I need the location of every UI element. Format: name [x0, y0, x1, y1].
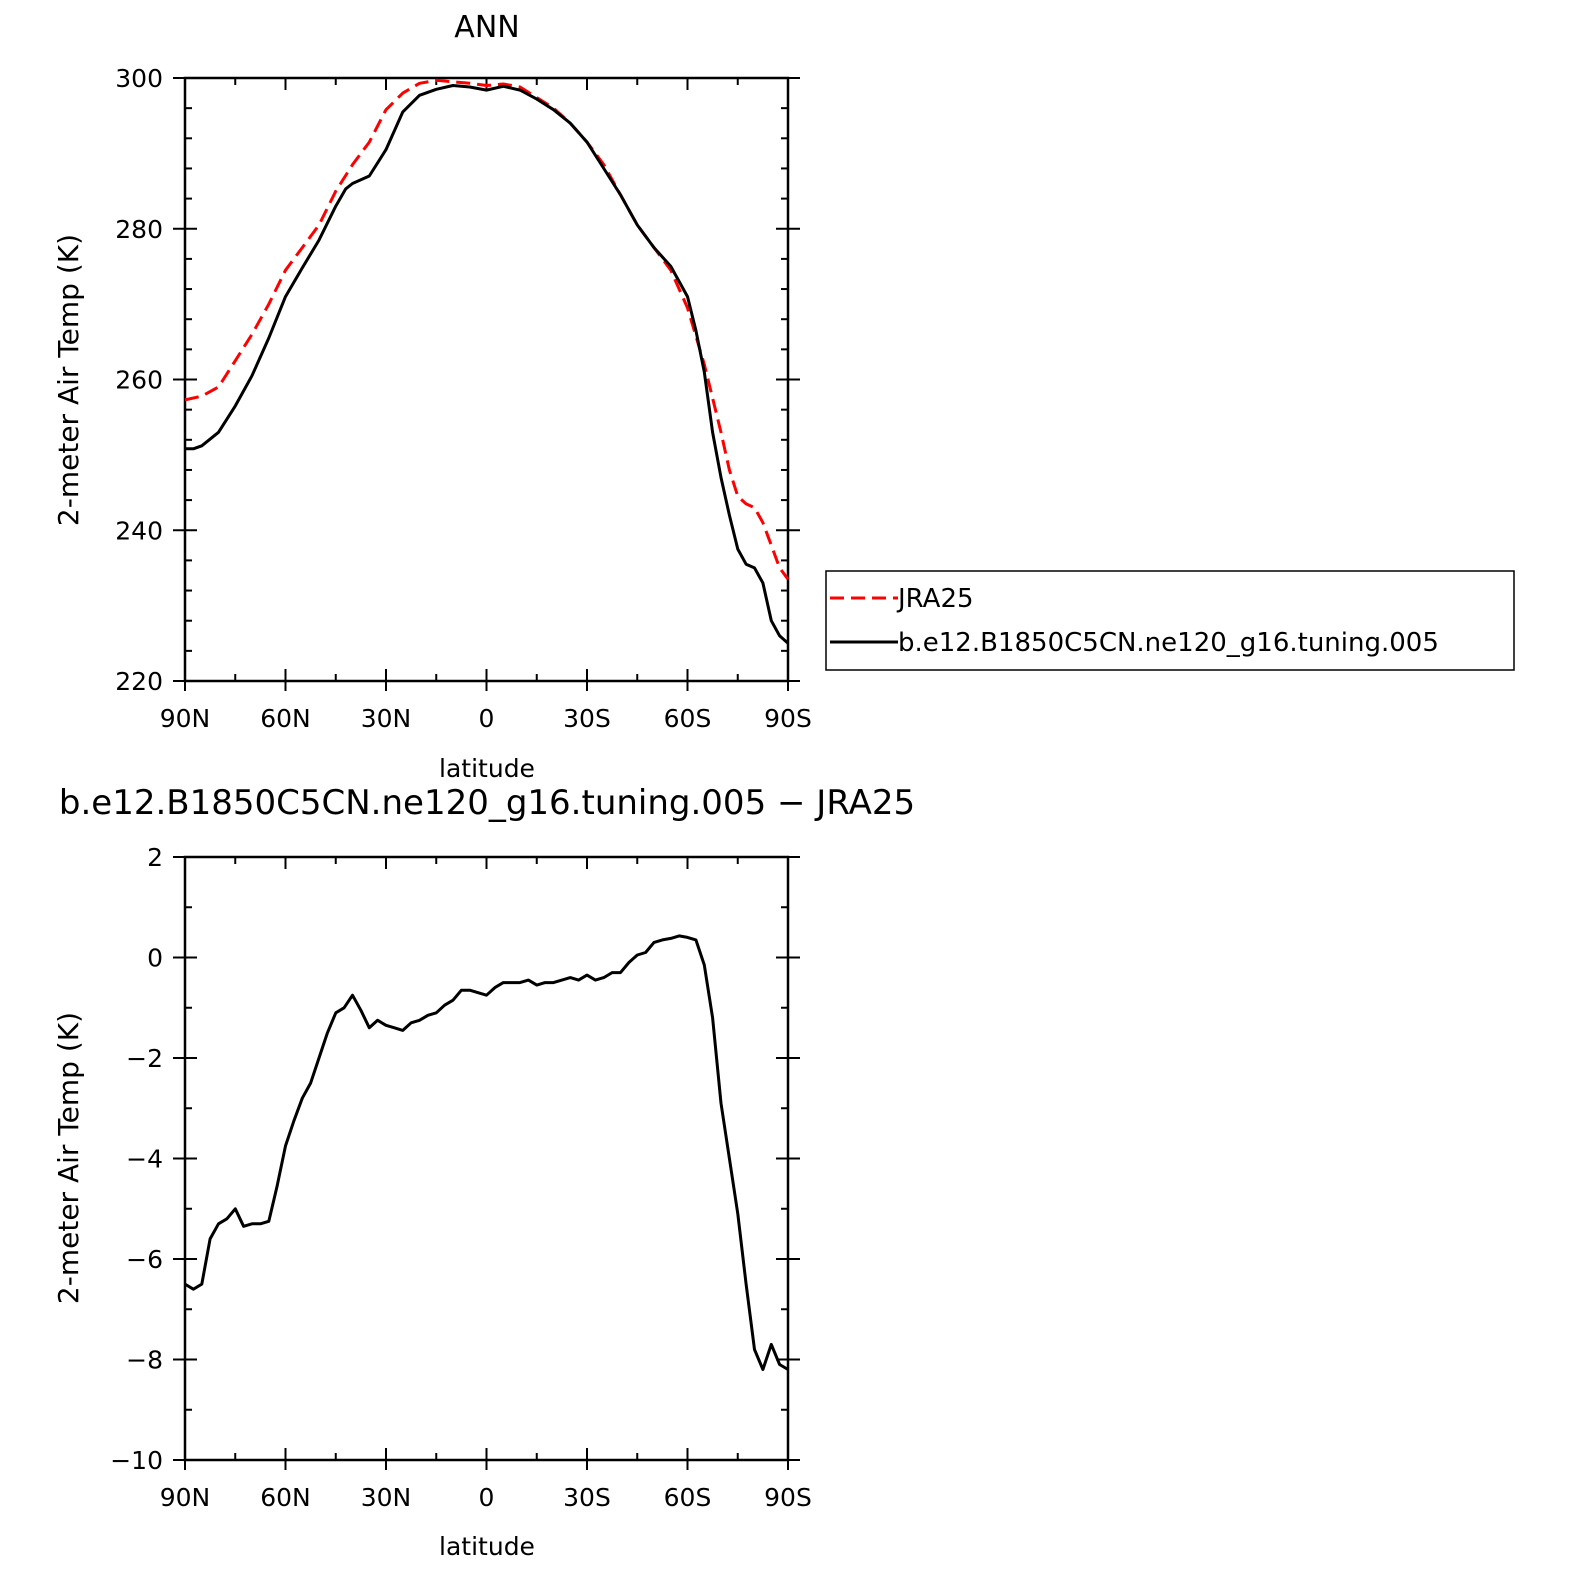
- y-tick-label: −2: [126, 1044, 163, 1073]
- legend: JRA25 b.e12.B1850C5CN.ne120_g16.tuning.0…: [825, 570, 1515, 671]
- series-line-1: [185, 84, 789, 645]
- legend-box: [825, 570, 1515, 671]
- x-tick-label: 60S: [664, 1483, 712, 1512]
- y-tick-label: −4: [126, 1145, 163, 1174]
- y-tick-label: 240: [115, 516, 163, 545]
- y-tick-label: 2: [147, 843, 163, 872]
- y-axis-label: 2-meter Air Temp (K): [52, 234, 85, 526]
- x-tick-label: 30S: [563, 704, 611, 733]
- legend-label-jra25: JRA25: [896, 584, 974, 614]
- x-tick-label: 30N: [361, 704, 412, 733]
- x-tick-label: 60S: [664, 704, 712, 733]
- y-tick-label: −10: [110, 1446, 163, 1475]
- y-tick-label: −8: [126, 1346, 163, 1375]
- x-tick-label: 60N: [260, 1483, 311, 1512]
- y-tick-label: 260: [115, 366, 163, 395]
- x-tick-label: 0: [479, 1483, 495, 1512]
- y-tick-label: 220: [115, 667, 163, 696]
- x-tick-label: 90S: [764, 704, 812, 733]
- y-axis-label: 2-meter Air Temp (K): [52, 1012, 85, 1304]
- y-tick-label: 280: [115, 215, 163, 244]
- x-axis-label: latitude: [439, 1532, 535, 1561]
- legend-label-model: b.e12.B1850C5CN.ne120_g16.tuning.005: [898, 628, 1439, 658]
- series-line-0: [184, 78, 790, 581]
- x-tick-label: 90S: [764, 1483, 812, 1512]
- series-line-0: [184, 934, 789, 1371]
- difference-panel: b.e12.B1850C5CN.ne120_g16.tuning.005 − J…: [52, 783, 915, 1561]
- x-axis-label: latitude: [439, 754, 535, 783]
- y-tick-label: 0: [147, 944, 163, 973]
- x-tick-label: 90N: [160, 704, 211, 733]
- chart-title: b.e12.B1850C5CN.ne120_g16.tuning.005 − J…: [59, 783, 915, 823]
- x-tick-label: 60N: [260, 704, 311, 733]
- x-tick-label: 30N: [361, 1483, 412, 1512]
- x-tick-label: 30S: [563, 1483, 611, 1512]
- x-tick-label: 0: [479, 704, 495, 733]
- chart-title: ANN: [454, 10, 519, 45]
- plot-frame: [183, 76, 790, 683]
- y-tick-label: 300: [115, 64, 163, 93]
- x-tick-label: 90N: [160, 1483, 211, 1512]
- y-tick-label: −6: [126, 1245, 163, 1274]
- mean-temperature-panel: ANN 2-meter Air Temp (K) latitude 90N 60N…: [52, 10, 812, 783]
